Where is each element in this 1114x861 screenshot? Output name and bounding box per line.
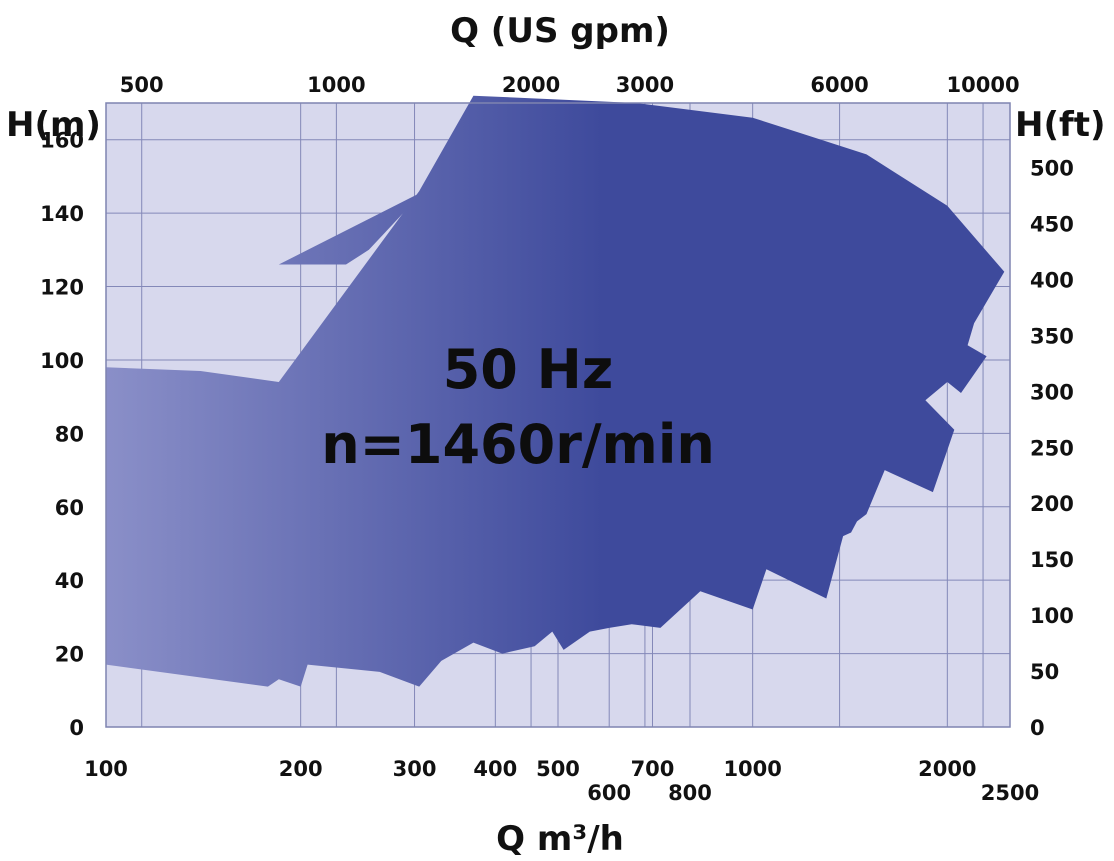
right-axis-title: H(ft)	[1015, 105, 1106, 145]
left-tick-labels: 0 20 40 60 80 100 120 140 160	[40, 129, 84, 740]
annotation-frequency: 50 Hz	[443, 338, 614, 401]
annotation-speed: n=1460r/min	[321, 413, 715, 476]
x-tick-label: 400	[473, 757, 517, 781]
top-tick-label: 3000	[616, 73, 674, 97]
y-tick-label-right: 100	[1030, 604, 1074, 628]
x-tick-label: 2500	[981, 781, 1039, 805]
operating-range-area	[106, 95, 1005, 687]
y-tick-label-right: 300	[1030, 380, 1074, 404]
y-tick-label-right: 0	[1030, 716, 1045, 740]
x-tick-label: 100	[84, 757, 128, 781]
y-tick-label-right: 350	[1030, 324, 1074, 348]
y-tick-label-right: 500	[1030, 157, 1074, 181]
y-tick-label-right: 200	[1030, 492, 1074, 516]
x-tick-label: 1000	[723, 757, 781, 781]
top-tick-labels: 500 1000 2000 3000 6000 10000	[120, 73, 1020, 97]
y-tick-label-left: 40	[55, 569, 84, 593]
top-tick-label: 10000	[947, 73, 1020, 97]
x-tick-label: 300	[393, 757, 437, 781]
y-tick-label-right: 50	[1030, 660, 1059, 684]
top-axis-title: Q (US gpm)	[450, 11, 670, 51]
bottom-axis-title: Q m³/h	[496, 819, 624, 859]
y-tick-label-left: 160	[40, 129, 84, 153]
y-tick-label-left: 140	[40, 202, 84, 226]
y-tick-label-left: 20	[55, 643, 84, 667]
operating-range-notch	[278, 191, 424, 265]
x-tick-label: 700	[631, 757, 675, 781]
y-tick-label-right: 400	[1030, 268, 1074, 292]
y-tick-label-left: 80	[55, 422, 84, 446]
top-tick-label: 6000	[810, 73, 868, 97]
x-tick-label: 2000	[918, 757, 976, 781]
y-tick-label-right: 150	[1030, 548, 1074, 572]
y-tick-label-left: 100	[40, 349, 84, 373]
y-tick-label-left: 120	[40, 276, 84, 300]
top-tick-label: 1000	[307, 73, 365, 97]
top-tick-label: 2000	[502, 73, 560, 97]
right-tick-labels: 0 50 100 150 200 250 300 350 400 450 500	[1030, 157, 1074, 740]
y-tick-label-right: 450	[1030, 213, 1074, 237]
x-tick-label: 600	[587, 781, 631, 805]
x-tick-label: 500	[536, 757, 580, 781]
x-tick-label: 800	[668, 781, 712, 805]
x-tick-label: 200	[279, 757, 323, 781]
plot-frame	[105, 102, 1011, 728]
y-tick-label-left: 0	[69, 716, 84, 740]
y-tick-label-right: 250	[1030, 436, 1074, 460]
y-tick-label-left: 60	[55, 496, 84, 520]
left-axis-title: H(m)	[6, 105, 101, 145]
top-tick-label: 500	[120, 73, 164, 97]
